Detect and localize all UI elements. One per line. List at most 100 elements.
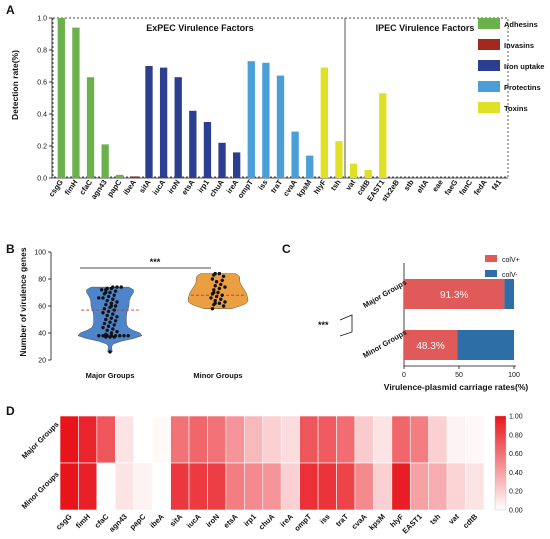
d-col-label-agn43: agn43 bbox=[107, 512, 129, 534]
d-cell-Major Groups-iss bbox=[317, 415, 337, 464]
d-cell-Minor Groups-cvaA bbox=[354, 462, 374, 511]
d-colorbar-label: 0.80 bbox=[509, 432, 523, 439]
expec-group-box bbox=[52, 17, 346, 178]
b-ytick-label: 20 bbox=[38, 358, 46, 365]
b-y-ticks: 20 40 60 80 100 bbox=[34, 250, 51, 365]
a-xlabel-agn43: agn43 bbox=[89, 178, 109, 201]
a-bar-csgG bbox=[57, 18, 65, 178]
a-legend-swatch bbox=[478, 81, 500, 92]
d-col-label-tsh: tsh bbox=[428, 512, 443, 527]
b-point bbox=[102, 321, 107, 326]
b-point bbox=[115, 329, 119, 334]
b-point bbox=[213, 298, 217, 303]
a-bars bbox=[57, 18, 387, 179]
b-point bbox=[108, 320, 112, 324]
d-cell-Minor Groups-irp1 bbox=[244, 462, 264, 511]
panel-c: C 91.3% 48.3% 0 50 100 Virulence-plasmid ca… bbox=[282, 242, 528, 392]
b-point bbox=[214, 294, 219, 299]
panel-b: B Number of virulence genes 20406080100 … bbox=[6, 242, 249, 380]
d-cell-Minor Groups-tsh bbox=[428, 462, 448, 511]
d-col-label-iucA: iucA bbox=[185, 512, 203, 530]
b-point bbox=[111, 327, 115, 331]
panel-d: D Major Groups Minor Groups csgG fimH cfaC… bbox=[6, 404, 523, 536]
a-bar-cvaA bbox=[291, 131, 299, 178]
b-y-axis-label: Number of virulence genes bbox=[18, 247, 28, 356]
a-legend-swatch bbox=[478, 60, 500, 71]
d-colorbar-label: 1.00 bbox=[509, 414, 523, 421]
d-cell-Major Groups-ireA bbox=[280, 415, 300, 464]
c-significance-bracket bbox=[339, 314, 353, 337]
b-point bbox=[221, 274, 226, 278]
c-data-label: 48.3% bbox=[416, 341, 444, 352]
b-ytick-label: 40 bbox=[38, 331, 46, 338]
a-xlabel-faeG: faeG bbox=[443, 178, 460, 197]
c-bar-colV+-1 bbox=[404, 330, 458, 360]
d-row-minor: Minor Groups bbox=[20, 470, 61, 511]
b-point bbox=[112, 323, 116, 327]
a-bar-traT bbox=[276, 75, 285, 178]
d-cell-Major Groups-fimH bbox=[78, 415, 98, 464]
d-cell-Major Groups-traT bbox=[336, 415, 356, 464]
a-legend-label: Iron uptake bbox=[504, 62, 544, 71]
d-cell-Minor Groups-vat bbox=[446, 462, 466, 511]
d-col-label-fimH: fimH bbox=[74, 512, 92, 530]
b-point bbox=[223, 285, 227, 289]
a-bar-agn43 bbox=[101, 144, 109, 178]
c-x-axis-label: Virulence-plasmid carriage rates(%) bbox=[384, 382, 529, 392]
a-legend-label: Protectins bbox=[504, 83, 541, 92]
a-bar-iss bbox=[262, 62, 270, 178]
b-point bbox=[109, 331, 114, 335]
c-legend-label: colV- bbox=[502, 272, 518, 279]
d-cell-Minor Groups-csgG bbox=[59, 462, 79, 511]
d-cell-Minor Groups-cdtB bbox=[465, 462, 485, 511]
d-colorbar-ticks: 0.00 0.20 0.40 0.60 0.80 1.00 bbox=[509, 414, 523, 515]
d-colorbar bbox=[494, 415, 507, 511]
d-cell-Minor Groups-iucA bbox=[188, 462, 208, 511]
c-bar-colV--0 bbox=[504, 279, 514, 309]
b-point bbox=[99, 288, 104, 292]
ipec-title: IPEC Virulence Factors bbox=[376, 23, 475, 33]
d-cell-Major Groups-cvaA bbox=[354, 415, 374, 464]
a-legend-swatch bbox=[478, 39, 500, 50]
a-ytick-label: 0.8 bbox=[37, 48, 47, 55]
a-legend: Adhesins Invasins Iron uptake Protectins Tox… bbox=[478, 18, 544, 113]
b-point bbox=[212, 302, 216, 307]
panel-label-a: A bbox=[6, 3, 15, 17]
a-bar-chuA bbox=[218, 142, 226, 178]
a-bar-ibeA bbox=[130, 176, 139, 178]
a-bar-cdtB bbox=[364, 170, 372, 178]
d-row-major: Major Groups bbox=[20, 420, 61, 461]
b-ytick-label: 60 bbox=[38, 304, 46, 311]
b-point bbox=[104, 317, 108, 322]
d-cell-Minor Groups-traT bbox=[336, 462, 356, 511]
c-bar-colV--1 bbox=[457, 330, 514, 360]
d-cell-Minor Groups-iroN bbox=[207, 462, 227, 511]
d-cell-Major Groups-agn43 bbox=[115, 415, 135, 464]
d-cell-Minor Groups-cfaC bbox=[96, 462, 116, 511]
d-cell-Major Groups-csgG bbox=[59, 415, 79, 464]
d-cell-Minor Groups-ompT bbox=[299, 462, 319, 511]
d-colorbar-label: 0.20 bbox=[509, 489, 523, 496]
a-xlabel-stb: stb bbox=[402, 178, 416, 193]
a-legend-label: Toxins bbox=[504, 104, 528, 113]
a-legend-label: Invasins bbox=[504, 41, 534, 50]
a-bar-sitA bbox=[145, 66, 153, 178]
d-cell-Minor Groups-ibeA bbox=[151, 462, 171, 511]
b-point bbox=[105, 298, 109, 303]
a-bar-tsh bbox=[335, 141, 343, 178]
a-xlabel-iucA: iucA bbox=[151, 178, 168, 197]
b-points bbox=[97, 271, 227, 354]
b-point bbox=[221, 304, 226, 308]
d-colorbar-label: 0.40 bbox=[509, 470, 523, 477]
d-cell-Major Groups-vat bbox=[446, 415, 466, 464]
c-legend: colV+ colV- bbox=[485, 255, 520, 279]
d-cell-Major Groups-tsh bbox=[428, 415, 448, 464]
b-point bbox=[101, 334, 105, 338]
d-cell-Minor Groups-sitA bbox=[170, 462, 190, 511]
a-ytick-label: 0.2 bbox=[37, 144, 47, 151]
c-legend-swatch bbox=[485, 270, 497, 277]
d-cell-Major Groups-ibeA bbox=[151, 415, 171, 464]
d-cell-Minor Groups-kpsM bbox=[373, 462, 393, 511]
c-bars: 91.3% 48.3% bbox=[404, 279, 514, 360]
